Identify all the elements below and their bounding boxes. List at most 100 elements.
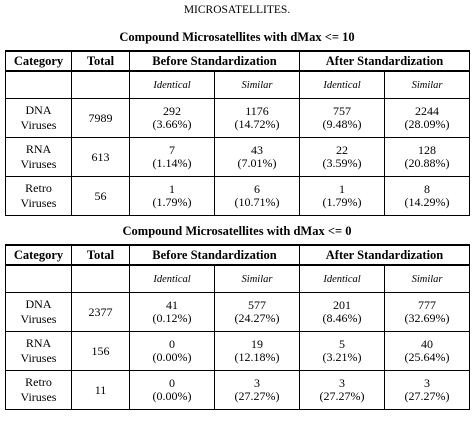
table-caption: Compound Microsatellites with dMax <= 10: [119, 30, 355, 44]
column-header: Total: [71, 244, 130, 266]
percent: (32.69%): [404, 311, 450, 325]
percent: (24.27%): [234, 311, 280, 325]
total-cell: 613: [71, 137, 130, 177]
data-table: Category Total Before Standardization After…: [5, 244, 471, 410]
value-cell: 0 (0.00%): [129, 370, 215, 410]
empty-cell: [71, 264, 130, 293]
value-cell: 43 (7.01%): [213, 137, 301, 177]
category-cell: Retro Viruses: [5, 176, 72, 216]
empty-cell: [5, 70, 72, 99]
percent: (27.27%): [319, 389, 365, 403]
count: 292: [163, 104, 181, 118]
percent: (14.29%): [404, 195, 450, 209]
count: 7: [169, 143, 175, 157]
value-cell: 1 (1.79%): [299, 176, 386, 216]
column-header: Before Standardization: [128, 244, 301, 266]
value-cell: 6 (10.71%): [213, 176, 301, 216]
total-cell: 7989: [71, 98, 130, 138]
data-row: DNA Viruses 2377 41 (0.12%) 577 (24.27%) 201 (8…: [5, 292, 471, 332]
value-cell: 7 (1.14%): [129, 137, 215, 177]
value-cell: 201 (8.46%): [299, 292, 386, 332]
count: 1176: [245, 104, 269, 118]
value-cell: 1176 (14.72%): [213, 98, 301, 138]
category-cell: DNA Viruses: [5, 292, 72, 332]
tables: Compound Microsatellites with dMax <= 10…: [0, 30, 474, 410]
total-cell: 156: [71, 331, 130, 371]
percent: (3.21%): [322, 350, 362, 364]
percent: (14.72%): [234, 117, 280, 131]
count: 41: [166, 298, 178, 312]
table-caption: Compound Microsatellites with dMax <= 0: [122, 224, 352, 238]
total-cell: 56: [71, 176, 130, 216]
count: 22: [336, 143, 349, 157]
value-cell: 757 (9.48%): [299, 98, 386, 138]
percent: (0.00%): [152, 389, 192, 403]
value-cell: 777 (32.69%): [384, 292, 471, 332]
value-cell: 3 (27.27%): [384, 370, 471, 410]
subcolumn-header: Identical: [129, 70, 215, 99]
empty-cell: [71, 70, 130, 99]
subheader-row: Identical Similar Identical Similar: [5, 264, 471, 293]
value-cell: 40 (25.64%): [384, 331, 471, 371]
count: 43: [251, 143, 263, 157]
percent: (1.79%): [322, 195, 362, 209]
percent: (0.00%): [152, 350, 192, 364]
header-row: Category Total Before Standardization After…: [5, 244, 471, 266]
subcolumn-header: Identical: [299, 70, 386, 99]
value-cell: 0 (0.00%): [129, 331, 215, 371]
value-cell: 2244 (28.09%): [384, 98, 471, 138]
value-cell: 128 (20.88%): [384, 137, 471, 177]
data-row: Retro Viruses 56 1 (1.79%) 6 (10.71%) 1 (1.79%)…: [5, 176, 471, 216]
subcolumn-header: Identical: [299, 264, 386, 293]
total-cell: 2377: [71, 292, 130, 332]
subcolumn-header: Similar: [384, 264, 471, 293]
column-header: Category: [5, 244, 72, 266]
subcolumn-header: Similar: [213, 70, 301, 99]
percent: (7.01%): [237, 156, 277, 170]
data-row: RNA Viruses 613 7 (1.14%) 43 (7.01%) 22 (3.59%)…: [5, 137, 471, 177]
percent: (1.14%): [152, 156, 192, 170]
value-cell: 292 (3.66%): [129, 98, 215, 138]
count: 0: [169, 376, 175, 390]
page-title: MICROSATELLITES.: [183, 4, 291, 16]
category-cell: RNA Viruses: [5, 137, 72, 177]
value-cell: 1 (1.79%): [129, 176, 215, 216]
percent: (1.79%): [152, 195, 192, 209]
category-cell: RNA Viruses: [5, 331, 72, 371]
data-row: RNA Viruses 156 0 (0.00%) 19 (12.18%) 5 (3.21%)…: [5, 331, 471, 371]
data-row: DNA Viruses 7989 292 (3.66%) 1176 (14.72%) 757…: [5, 98, 471, 138]
count: 3: [339, 376, 346, 390]
count: 1: [339, 182, 346, 196]
data-table: Category Total Before Standardization After…: [5, 50, 471, 216]
count: 40: [421, 337, 434, 351]
column-header: After Standardization: [299, 50, 471, 72]
value-cell: 41 (0.12%): [129, 292, 215, 332]
header-row: Category Total Before Standardization After…: [5, 50, 471, 72]
percent: (27.27%): [404, 389, 450, 403]
subcolumn-header: Similar: [213, 264, 301, 293]
count: 8: [424, 182, 431, 196]
count: 201: [333, 298, 352, 312]
total-cell: 11: [71, 370, 130, 410]
count: 2244: [415, 104, 440, 118]
subcolumn-header: Similar: [384, 70, 471, 99]
count: 5: [339, 337, 346, 351]
subcolumn-header: Identical: [129, 264, 215, 293]
percent: (12.18%): [234, 350, 280, 364]
percent: (25.64%): [404, 350, 450, 364]
count: 128: [418, 143, 437, 157]
percent: (8.46%): [322, 311, 362, 325]
percent: (3.59%): [322, 156, 362, 170]
percent: (3.66%): [152, 117, 192, 131]
value-cell: 8 (14.29%): [384, 176, 471, 216]
percent: (10.71%): [234, 195, 280, 209]
count: 577: [248, 298, 266, 312]
percent: (0.12%): [152, 311, 192, 325]
value-cell: 5 (3.21%): [299, 331, 386, 371]
count: 1: [169, 182, 175, 196]
count: 3: [254, 376, 260, 390]
category-cell: DNA Viruses: [5, 98, 72, 138]
count: 6: [254, 182, 260, 196]
value-cell: 577 (24.27%): [213, 292, 301, 332]
